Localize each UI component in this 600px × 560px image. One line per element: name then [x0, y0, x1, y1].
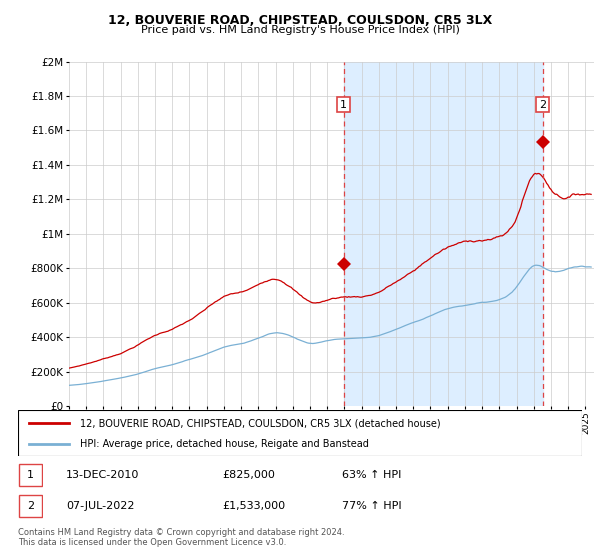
- Text: 12, BOUVERIE ROAD, CHIPSTEAD, COULSDON, CR5 3LX (detached house): 12, BOUVERIE ROAD, CHIPSTEAD, COULSDON, …: [80, 418, 440, 428]
- Text: 77% ↑ HPI: 77% ↑ HPI: [342, 501, 401, 511]
- Text: £1,533,000: £1,533,000: [222, 501, 285, 511]
- Text: 1: 1: [340, 100, 347, 110]
- Text: 1: 1: [27, 470, 34, 480]
- Text: Price paid vs. HM Land Registry's House Price Index (HPI): Price paid vs. HM Land Registry's House …: [140, 25, 460, 35]
- Bar: [19, 464, 42, 486]
- Text: HPI: Average price, detached house, Reigate and Banstead: HPI: Average price, detached house, Reig…: [80, 438, 369, 449]
- Bar: [344, 62, 543, 406]
- Text: £825,000: £825,000: [222, 470, 275, 480]
- Text: 07-JUL-2022: 07-JUL-2022: [66, 501, 134, 511]
- Text: Contains HM Land Registry data © Crown copyright and database right 2024.
This d: Contains HM Land Registry data © Crown c…: [18, 528, 344, 547]
- Bar: [19, 496, 42, 517]
- Text: 12, BOUVERIE ROAD, CHIPSTEAD, COULSDON, CR5 3LX: 12, BOUVERIE ROAD, CHIPSTEAD, COULSDON, …: [108, 14, 492, 27]
- Text: 2: 2: [27, 501, 34, 511]
- Text: 13-DEC-2010: 13-DEC-2010: [66, 470, 139, 480]
- Text: 2: 2: [539, 100, 546, 110]
- Text: 63% ↑ HPI: 63% ↑ HPI: [342, 470, 401, 480]
